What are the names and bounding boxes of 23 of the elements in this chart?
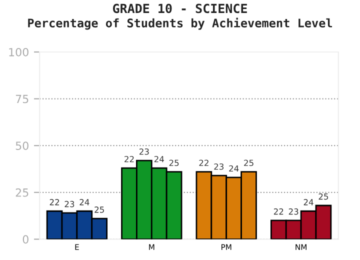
chart-subtitle: Percentage of Students by Achievement Level	[28, 18, 332, 30]
y-tick-label: 100	[9, 48, 28, 56]
text: 23	[214, 163, 224, 170]
series-label: 23	[64, 200, 74, 208]
text: 22	[50, 199, 60, 206]
text: 24	[154, 156, 164, 162]
text: 25	[169, 160, 179, 166]
text: 24	[229, 165, 239, 172]
y-tick-label: 0	[22, 235, 28, 244]
series-label: 24	[80, 199, 90, 206]
text: 23	[288, 208, 298, 215]
text: 25	[244, 160, 254, 166]
chart-title: GRADE 10 - SCIENCE	[112, 4, 247, 14]
text: 25	[94, 206, 104, 213]
y-tick-label: 50	[16, 142, 28, 150]
series-label: 25	[318, 193, 328, 200]
y-tick-label: 25	[16, 188, 28, 197]
text: 23	[139, 148, 149, 155]
text: 22	[124, 156, 134, 162]
y-tick-label: 75	[16, 94, 28, 104]
text: 22	[199, 160, 208, 166]
series-label: 22	[274, 208, 284, 215]
text: 24	[304, 199, 314, 206]
